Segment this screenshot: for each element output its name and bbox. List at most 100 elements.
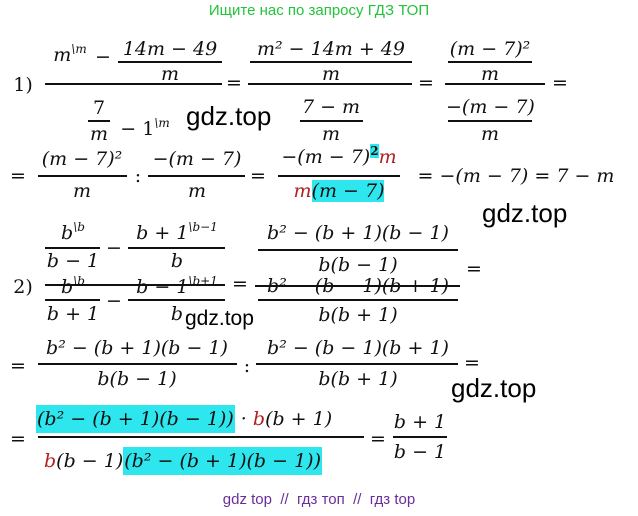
expr: (b − 1) — [56, 450, 124, 472]
artifact-sup: \m — [154, 116, 170, 130]
fraction-line — [45, 299, 100, 301]
frac-den: b — [170, 250, 184, 272]
minus: − — [95, 46, 111, 68]
fraction-line — [128, 299, 225, 301]
fraction-line — [38, 363, 237, 365]
b-red: b — [252, 408, 266, 430]
m: m — [89, 123, 109, 145]
frac-num: b² − (b − 1)(b + 1) — [267, 337, 449, 359]
frac-num: 7 − m — [301, 96, 361, 118]
footer-links: gdz top // гдз топ // гдз top — [222, 491, 416, 508]
highlighted-factor: (b² − (b + 1)(b − 1)) — [123, 447, 323, 475]
minus-one: − 1\m — [112, 112, 178, 140]
frac-num: (m − 7)² — [449, 38, 531, 60]
equals: = — [10, 428, 26, 450]
main-fraction-line — [445, 83, 545, 85]
frac-den: m — [72, 180, 92, 202]
frac-den: m(m − 7) — [276, 180, 402, 202]
equals: = — [232, 273, 248, 295]
equals: = — [10, 165, 26, 187]
artifact-sup: \b−1 — [188, 220, 218, 234]
frac-num: b\b — [45, 274, 101, 298]
frac-den: b(b + 1) — [318, 368, 398, 390]
fraction-line — [38, 436, 364, 438]
frac-num: −(m − 7)2m — [276, 144, 402, 168]
term-m: m\m — [45, 42, 95, 66]
equals: = — [464, 352, 480, 374]
minus: − — [106, 290, 122, 312]
watermark: gdz.top — [185, 307, 254, 330]
equals: = — [552, 72, 568, 94]
frac-num: b\b — [45, 220, 101, 244]
seven: 7 — [92, 97, 106, 119]
frac-den: m — [480, 63, 500, 85]
watermark: gdz.top — [482, 198, 568, 228]
equals: = — [466, 258, 482, 280]
frac-den: m — [321, 123, 341, 145]
highlighted-factor: (b² − (b + 1)(b − 1)) — [36, 405, 235, 433]
problem-2-label: 2) — [13, 276, 33, 298]
equals: = — [10, 355, 26, 377]
colon: : — [243, 355, 251, 377]
artifact-sup: \b — [73, 274, 85, 288]
frac-den: m — [187, 180, 207, 202]
minus: − — [106, 237, 122, 259]
problem-1-label: 1) — [13, 74, 33, 96]
fraction-line — [128, 247, 225, 249]
frac-num: b + 1\b−1 — [128, 220, 226, 244]
frac-num: (m − 7)² — [41, 148, 123, 170]
fraction-line — [256, 363, 458, 365]
frac-num: b² − (b − 1)(b + 1) — [267, 275, 449, 297]
main-fraction-line — [255, 285, 460, 287]
fraction-line — [278, 175, 400, 177]
frac-num: (b² − (b + 1)(b − 1)) · b(b + 1) — [36, 405, 366, 433]
main-fraction-line — [45, 284, 225, 286]
frac-num: 14m − 49 — [122, 38, 218, 60]
fraction-line — [448, 61, 532, 63]
frac-den: b — [170, 303, 184, 325]
b: b — [61, 276, 74, 298]
m-red: m — [378, 146, 397, 168]
fraction-line — [118, 61, 222, 63]
colon: : — [134, 165, 142, 187]
frac-num: b² − (b + 1)(b − 1) — [267, 222, 449, 244]
frac-num: b² − (b + 1)(b − 1) — [46, 337, 228, 359]
expr: b − 1 — [136, 276, 189, 298]
highlighted-exponent: 2 — [370, 144, 379, 158]
frac-num: b − 1\b+1 — [128, 274, 226, 298]
frac-den: b(b − 1)(b² − (b + 1)(b − 1)) — [44, 447, 364, 475]
frac-num: −(m − 7) — [446, 96, 535, 118]
main-fraction-line — [248, 83, 412, 85]
frac-num: −(m − 7) — [152, 148, 242, 170]
artifact-sup: \b+1 — [188, 274, 218, 288]
equals: = — [226, 72, 242, 94]
equals: = — [250, 165, 266, 187]
answer-num: b + 1 — [393, 411, 447, 433]
frac-num: m² − 14m + 49 — [256, 38, 405, 60]
m-red: m — [293, 180, 312, 202]
fraction-line — [448, 120, 532, 122]
fraction-line — [45, 247, 100, 249]
frac-den: b(b + 1) — [318, 304, 398, 326]
main-fraction-line — [45, 83, 222, 85]
watermark: gdz.top — [186, 101, 272, 131]
m: m — [53, 44, 72, 66]
b: b — [61, 222, 74, 244]
artifact-sup: \b — [73, 220, 85, 234]
fraction-line — [88, 120, 110, 122]
one: − 1 — [120, 118, 155, 140]
artifact-sup: \m — [71, 42, 87, 56]
highlighted-factor: (m − 7) — [311, 180, 385, 202]
b-red: b — [44, 450, 57, 472]
fraction-line — [258, 249, 458, 251]
fraction-line — [258, 299, 458, 301]
expr: b + 1 — [136, 222, 189, 244]
expr: −(m − 7) — [281, 146, 371, 168]
equals: = — [370, 428, 386, 450]
frac-den: b − 1 — [46, 250, 100, 272]
fraction-line — [38, 175, 127, 177]
frac-den: b + 1 — [46, 303, 100, 325]
equals: = — [418, 72, 434, 94]
frac-den: m — [321, 63, 341, 85]
